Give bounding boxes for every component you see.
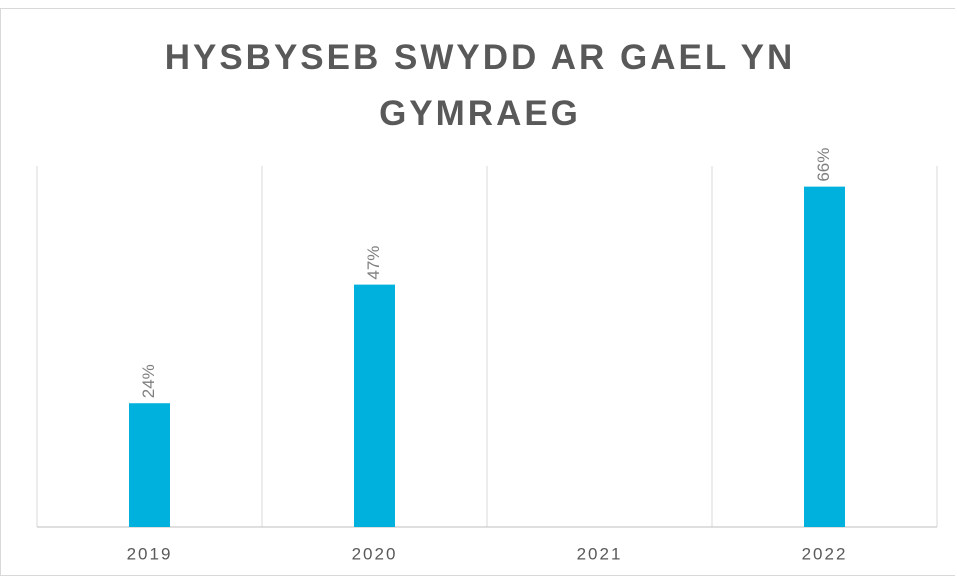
chart-frame [0, 8, 955, 576]
x-tick-label: 2022 [802, 544, 848, 563]
x-tick-label: 2019 [127, 544, 173, 563]
x-tick-label: 2020 [352, 544, 398, 563]
bar [804, 186, 845, 527]
bar [354, 284, 395, 527]
value-label: 66% [814, 148, 833, 182]
chart-title: HYSBYSEB SWYDD AR GAEL YN GYMRAEG [164, 38, 796, 133]
bar [129, 403, 170, 527]
x-tick-label: 2021 [577, 544, 623, 563]
value-label: 24% [139, 364, 158, 398]
value-label: 47% [364, 246, 383, 280]
